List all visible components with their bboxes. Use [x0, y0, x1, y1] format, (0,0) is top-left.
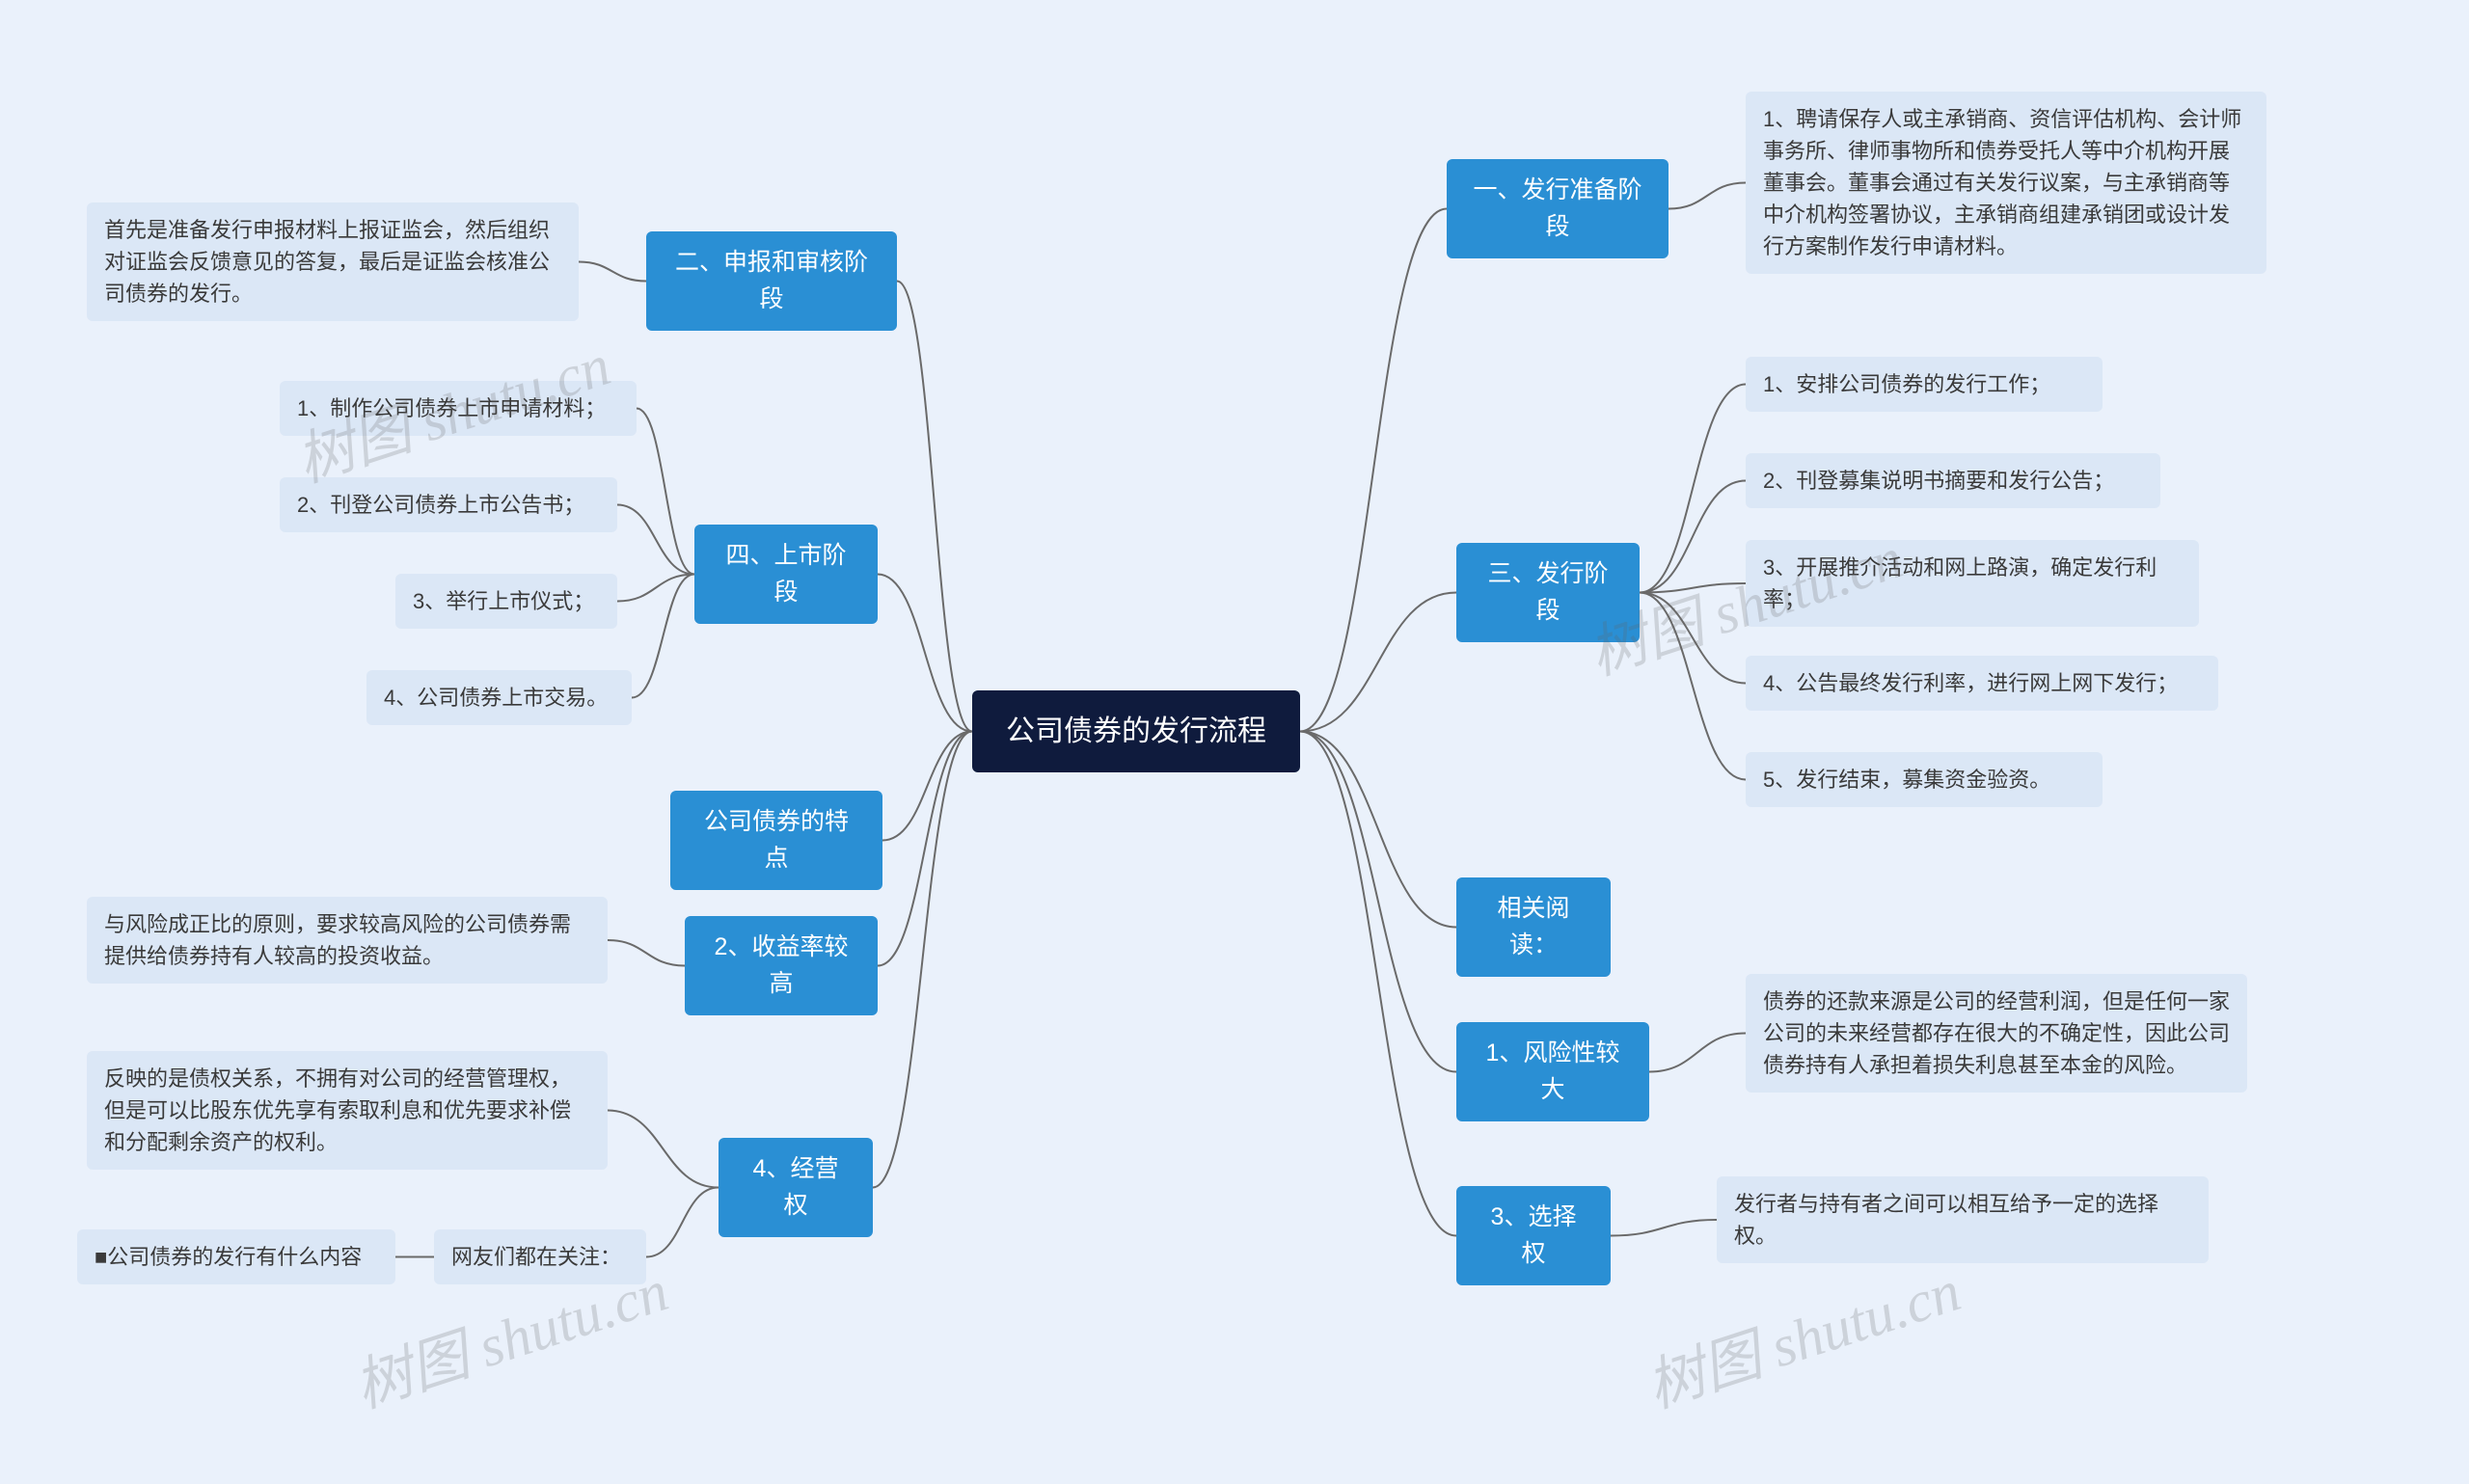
- node-label: 发行者与持有者之间可以相互给予一定的选择权。: [1734, 1192, 2158, 1248]
- node-label: 相关阅读：: [1497, 895, 1569, 958]
- node-label: 2、收益率较高: [715, 933, 849, 997]
- leaf-node: 4、公司债券上市交易。: [366, 670, 632, 725]
- leaf-node: 与风险成正比的原则，要求较高风险的公司债券需提供给债券持有人较高的投资收益。: [87, 897, 608, 984]
- leaf-node: 4、公告最终发行利率，进行网上网下发行；: [1746, 656, 2218, 711]
- central-node: 公司债券的发行流程: [972, 690, 1300, 772]
- node-label: ■公司债券的发行有什么内容: [95, 1245, 362, 1269]
- node-label: 四、上市阶段: [725, 542, 846, 606]
- branch-node: 3、选择权: [1456, 1186, 1611, 1285]
- node-label: 4、经营权: [753, 1155, 839, 1219]
- node-label: 1、制作公司债券上市申请材料；: [297, 396, 606, 420]
- node-label: 一、发行准备阶段: [1473, 176, 1641, 240]
- node-label: 5、发行结束，募集资金验资。: [1763, 768, 2050, 792]
- branch-node: 二、申报和审核阶段: [646, 231, 897, 331]
- node-label: 4、公司债券上市交易。: [384, 686, 608, 710]
- node-label: 反映的是债权关系，不拥有对公司的经营管理权，但是可以比股东优先享有索取利息和优先…: [104, 1066, 571, 1154]
- leaf-node: 3、开展推介活动和网上路演，确定发行利率；: [1746, 540, 2199, 627]
- branch-node: 四、上市阶段: [694, 525, 878, 624]
- node-label: 与风险成正比的原则，要求较高风险的公司债券需提供给债券持有人较高的投资收益。: [104, 912, 571, 968]
- node-label: 1、风险性较大: [1486, 1039, 1620, 1103]
- node-label: 1、安排公司债券的发行工作；: [1763, 372, 2050, 396]
- leaf-node: 5、发行结束，募集资金验资。: [1746, 752, 2103, 807]
- node-label: 公司债券的特点: [704, 808, 849, 872]
- node-label: 2、刊登公司债券上市公告书；: [297, 493, 584, 517]
- node-label: 3、开展推介活动和网上路演，确定发行利率；: [1763, 555, 2157, 611]
- leaf-node: 首先是准备发行申报材料上报证监会，然后组织对证监会反馈意见的答复，最后是证监会核…: [87, 202, 579, 321]
- node-label: 首先是准备发行申报材料上报证监会，然后组织对证监会反馈意见的答复，最后是证监会核…: [104, 218, 550, 306]
- leaf-node: ■公司债券的发行有什么内容: [77, 1229, 395, 1284]
- branch-node: 4、经营权: [719, 1138, 873, 1237]
- leaf-node: 1、安排公司债券的发行工作；: [1746, 357, 2103, 412]
- branch-node: 一、发行准备阶段: [1447, 159, 1669, 258]
- watermark: 树图 shutu.cn: [1635, 1244, 1969, 1424]
- leaf-node: 反映的是债权关系，不拥有对公司的经营管理权，但是可以比股东优先享有索取利息和优先…: [87, 1051, 608, 1170]
- branch-node: 1、风险性较大: [1456, 1022, 1649, 1121]
- node-label: 4、公告最终发行利率，进行网上网下发行；: [1763, 671, 2178, 695]
- branch-node: 公司债券的特点: [670, 791, 882, 890]
- leaf-node: 2、刊登募集说明书摘要和发行公告；: [1746, 453, 2160, 508]
- node-label: 二、申报和审核阶段: [675, 249, 868, 312]
- leaf-node: 1、聘请保存人或主承销商、资信评估机构、会计师事务所、律师事物所和债券受托人等中…: [1746, 92, 2266, 274]
- leaf-node: 债券的还款来源是公司的经营利润，但是任何一家公司的未来经营都存在很大的不确定性，…: [1746, 974, 2247, 1093]
- node-label: 债券的还款来源是公司的经营利润，但是任何一家公司的未来经营都存在很大的不确定性，…: [1763, 989, 2230, 1077]
- node-label: 三、发行阶段: [1487, 560, 1608, 624]
- branch-node: 2、收益率较高: [685, 916, 878, 1015]
- node-label: 网友们都在关注：: [451, 1245, 621, 1269]
- node-label: 2、刊登募集说明书摘要和发行公告；: [1763, 469, 2114, 493]
- node-label: 1、聘请保存人或主承销商、资信评估机构、会计师事务所、律师事物所和债券受托人等中…: [1763, 107, 2241, 258]
- mindmap-canvas: 公司债券的发行流程 一、发行准备阶段 1、聘请保存人或主承销商、资信评估机构、会计师…: [0, 0, 2469, 1484]
- node-label: 公司债券的发行流程: [1006, 715, 1266, 747]
- leaf-node: 网友们都在关注：: [434, 1229, 646, 1284]
- leaf-node: 1、制作公司债券上市申请材料；: [280, 381, 637, 436]
- node-label: 3、选择权: [1491, 1203, 1577, 1267]
- leaf-node: 3、举行上市仪式；: [395, 574, 617, 629]
- node-label: 3、举行上市仪式；: [413, 589, 594, 613]
- branch-node: 相关阅读：: [1456, 877, 1611, 977]
- leaf-node: 发行者与持有者之间可以相互给予一定的选择权。: [1717, 1176, 2209, 1263]
- branch-node: 三、发行阶段: [1456, 543, 1640, 642]
- leaf-node: 2、刊登公司债券上市公告书；: [280, 477, 617, 532]
